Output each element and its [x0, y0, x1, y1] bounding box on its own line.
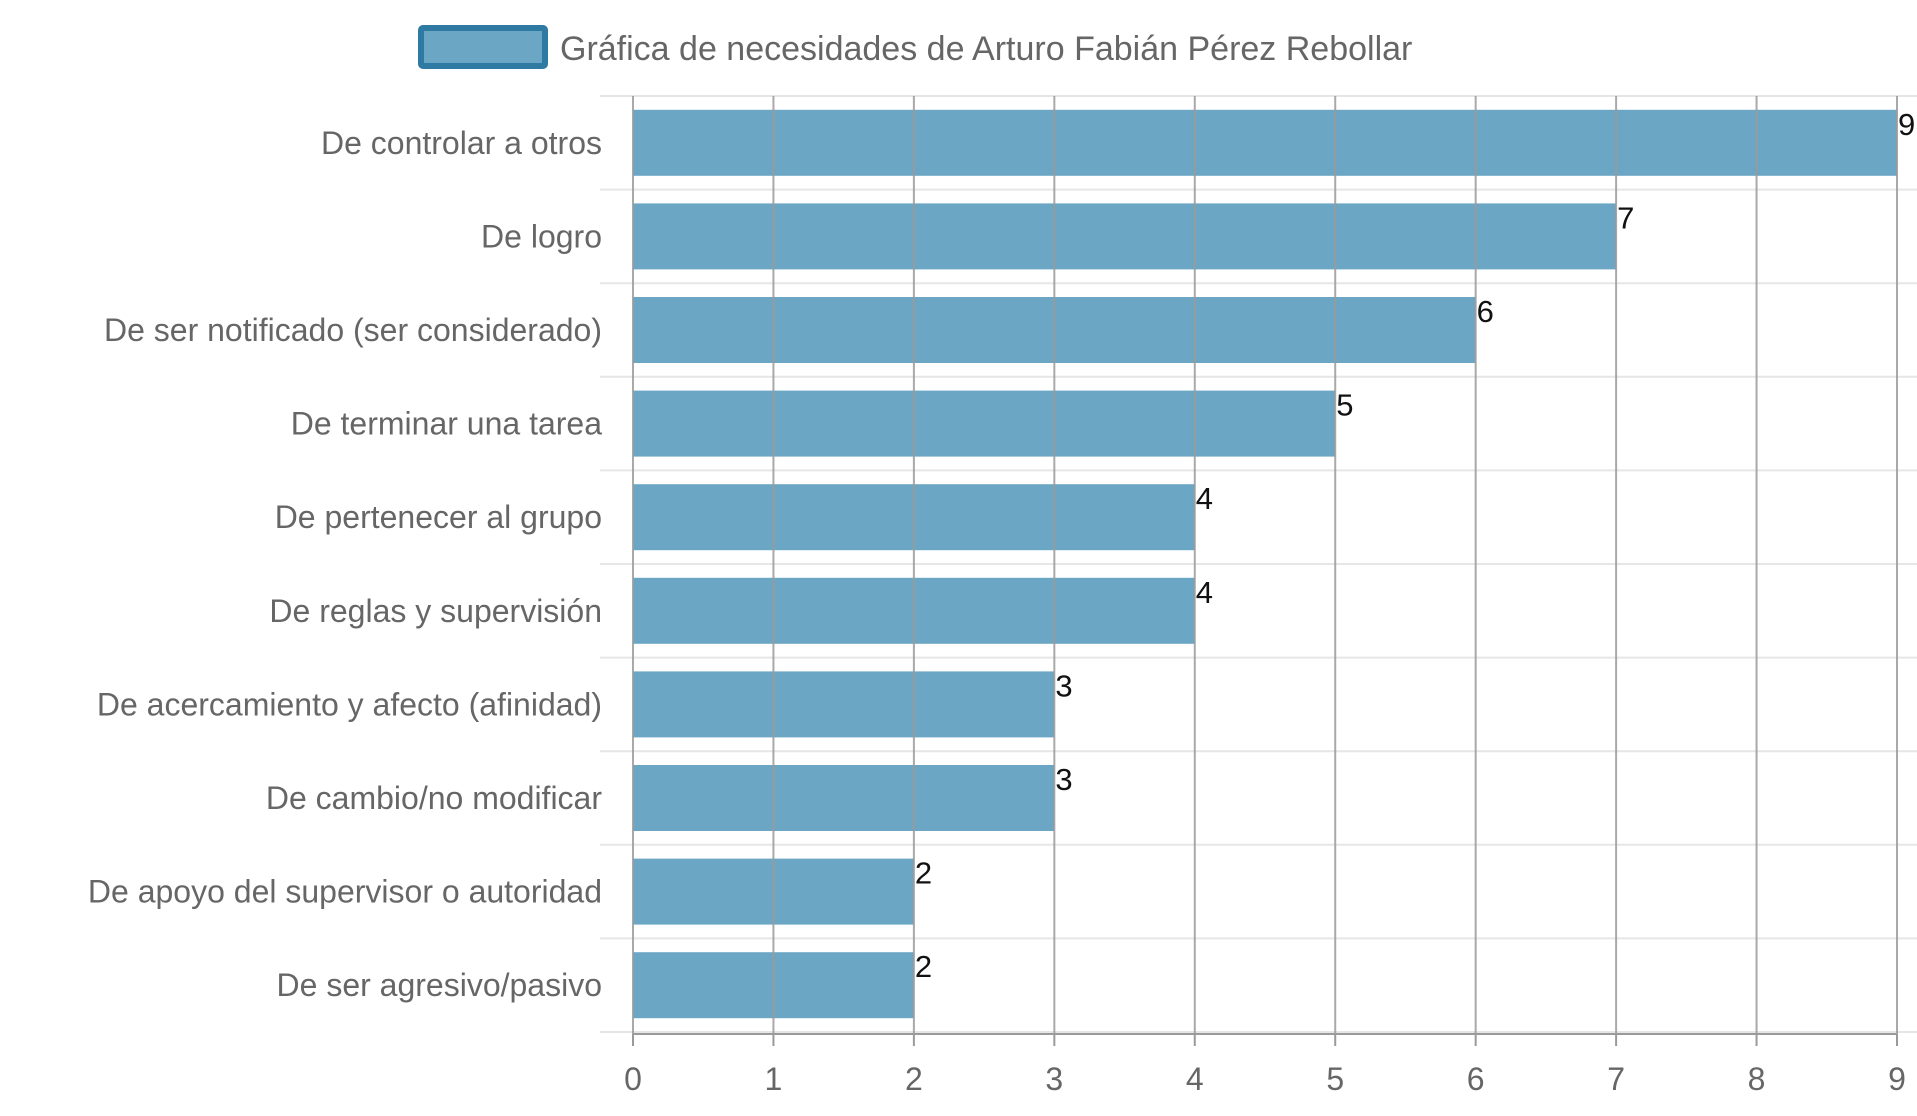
- x-tick-label: 6: [1467, 1061, 1485, 1097]
- legend-label: Gráfica de necesidades de Arturo Fabián …: [560, 30, 1412, 68]
- x-tick-label: 4: [1186, 1061, 1204, 1097]
- category-label: De terminar una tarea: [291, 406, 602, 442]
- data-label: 4: [1196, 575, 1213, 610]
- x-tick-label: 1: [765, 1061, 783, 1097]
- category-label: De reglas y supervisión: [269, 593, 602, 629]
- x-tick-label: 7: [1607, 1061, 1625, 1097]
- data-label: 3: [1055, 668, 1072, 703]
- category-label: De apoyo del supervisor o autoridad: [88, 874, 602, 910]
- category-label: De pertenecer al grupo: [275, 499, 602, 535]
- data-label: 3: [1055, 762, 1072, 797]
- data-label: 5: [1336, 388, 1353, 423]
- data-labels: 9 7 6 5 4 4 3 3 2 2: [915, 107, 1915, 984]
- legend-swatch: [418, 25, 548, 69]
- grid: [600, 95, 1917, 1033]
- category-label: De controlar a otros: [321, 125, 602, 161]
- category-label: De cambio/no modificar: [266, 780, 602, 816]
- bar[interactable]: [633, 390, 1336, 457]
- category-label: De logro: [481, 218, 602, 254]
- data-label: 9: [1898, 107, 1915, 142]
- category-label: De ser notificado (ser considerado): [104, 312, 602, 348]
- x-tick-label: 9: [1888, 1061, 1906, 1097]
- x-tick-label: 5: [1326, 1061, 1344, 1097]
- data-label: 2: [915, 856, 932, 891]
- x-tick-label: 8: [1748, 1061, 1766, 1097]
- x-tick-label: 2: [905, 1061, 923, 1097]
- bar[interactable]: [633, 671, 1055, 738]
- x-tick-label: 0: [624, 1061, 642, 1097]
- legend[interactable]: Gráfica de necesidades de Arturo Fabián …: [418, 25, 1412, 69]
- category-labels: De controlar a otros De logro De ser notif…: [88, 125, 602, 1003]
- bar[interactable]: [633, 109, 1897, 176]
- data-label: 2: [915, 949, 932, 984]
- bar[interactable]: [633, 765, 1055, 831]
- x-tick-label: 3: [1045, 1061, 1063, 1097]
- category-label: De acercamiento y afecto (afinidad): [97, 686, 602, 722]
- x-axis: 0 1 2 3 4 5 6 7 8 9: [624, 96, 1906, 1097]
- bar[interactable]: [633, 203, 1617, 270]
- data-label: 7: [1617, 200, 1634, 235]
- data-label: 4: [1196, 481, 1213, 516]
- category-label: De ser agresivo/pasivo: [277, 967, 602, 1003]
- data-label: 6: [1477, 294, 1494, 329]
